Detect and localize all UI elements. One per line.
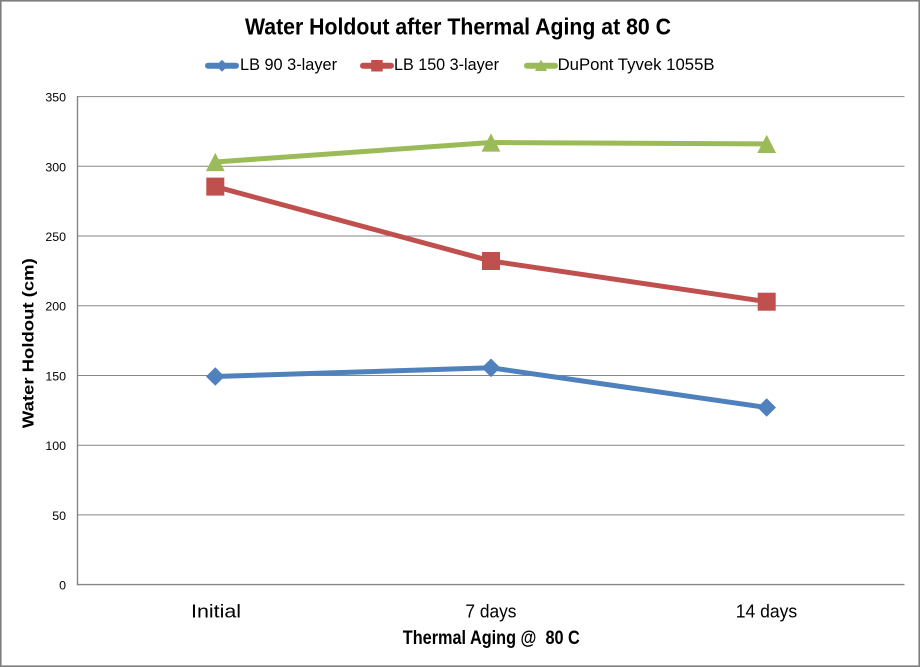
svg-text:0: 0 bbox=[59, 579, 66, 593]
svg-text:250: 250 bbox=[45, 230, 66, 244]
svg-text:LB 90 3-layer: LB 90 3-layer bbox=[240, 56, 337, 74]
svg-text:LB 150 3-layer: LB 150 3-layer bbox=[394, 56, 499, 74]
svg-text:350: 350 bbox=[45, 91, 66, 105]
svg-text:200: 200 bbox=[45, 300, 66, 314]
svg-text:7 days: 7 days bbox=[465, 601, 516, 622]
svg-text:150: 150 bbox=[45, 370, 66, 384]
svg-text:Initial: Initial bbox=[191, 601, 241, 622]
svg-text:Thermal Aging @ 80 C: Thermal Aging @ 80 C bbox=[403, 628, 580, 649]
svg-text:50: 50 bbox=[52, 509, 66, 523]
svg-text:Water Holdout after Thermal Ag: Water Holdout after Thermal Aging at 80 … bbox=[245, 14, 671, 40]
svg-text:DuPont Tyvek 1055B: DuPont Tyvek 1055B bbox=[558, 56, 715, 74]
svg-text:300: 300 bbox=[45, 160, 66, 174]
svg-text:Water Holdout (cm): Water Holdout (cm) bbox=[21, 258, 38, 428]
svg-text:14 days: 14 days bbox=[736, 601, 798, 622]
svg-text:100: 100 bbox=[45, 439, 66, 453]
